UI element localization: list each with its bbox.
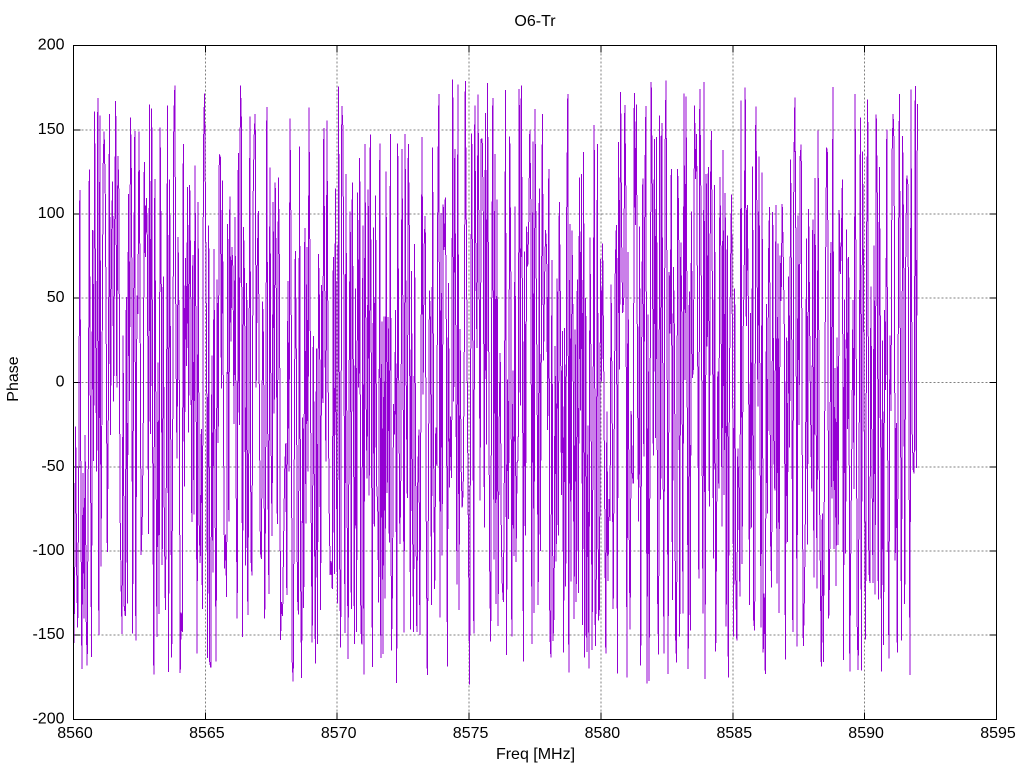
svg-text:100: 100 bbox=[38, 205, 65, 222]
svg-text:-100: -100 bbox=[32, 542, 64, 559]
svg-text:-200: -200 bbox=[32, 711, 64, 728]
svg-text:8595: 8595 bbox=[980, 725, 1016, 742]
svg-text:Phase: Phase bbox=[5, 356, 22, 401]
svg-text:8585: 8585 bbox=[717, 725, 753, 742]
svg-text:8580: 8580 bbox=[585, 725, 621, 742]
svg-text:O6-Tr: O6-Tr bbox=[514, 13, 556, 30]
svg-text:-150: -150 bbox=[32, 626, 64, 643]
svg-text:8560: 8560 bbox=[57, 725, 93, 742]
svg-text:8590: 8590 bbox=[848, 725, 884, 742]
svg-text:Freq [MHz]: Freq [MHz] bbox=[496, 746, 575, 763]
svg-text:150: 150 bbox=[38, 121, 65, 138]
svg-text:8565: 8565 bbox=[189, 725, 225, 742]
svg-text:8570: 8570 bbox=[321, 725, 357, 742]
svg-text:0: 0 bbox=[56, 374, 65, 391]
svg-text:50: 50 bbox=[47, 289, 65, 306]
svg-text:200: 200 bbox=[38, 37, 65, 54]
svg-text:-50: -50 bbox=[41, 458, 64, 475]
svg-text:8575: 8575 bbox=[453, 725, 489, 742]
